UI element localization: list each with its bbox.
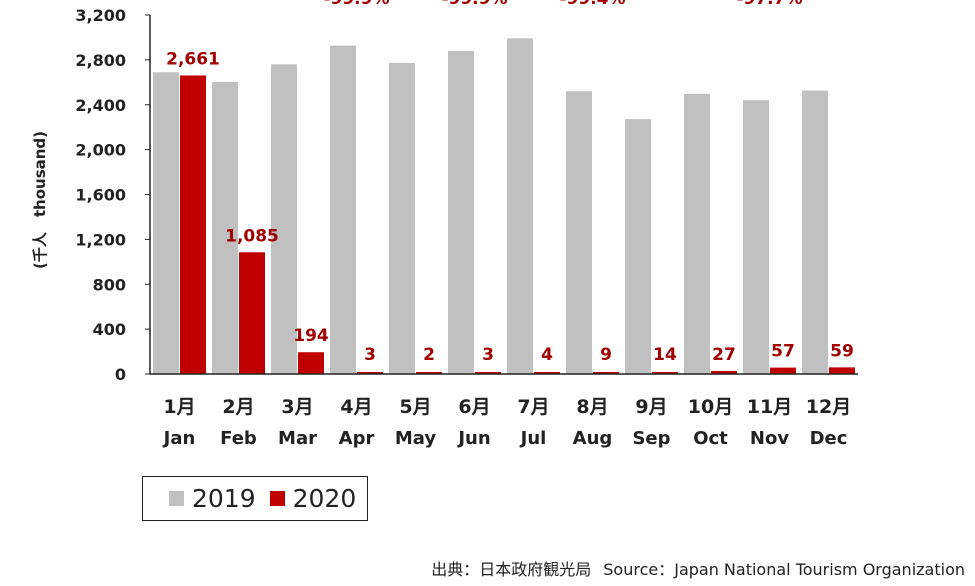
bar-2019-sep [625,119,651,374]
y-tick-label: 2,400 [75,96,126,115]
data-label-2020-dec: 59 [830,341,854,361]
bar-2019-may [389,62,415,375]
y-tick-label: 3,200 [75,6,126,25]
x-label-jp-nov: 11月 [747,396,792,418]
source-en: Source：Japan National Tourism Organizati… [603,560,965,579]
x-label-jp-feb: 2月 [222,396,254,418]
x-label-en-feb: Feb [220,428,257,449]
bar-2020-aug [593,372,619,374]
bar-2019-jun [448,50,474,375]
data-label-2020-aug: 9 [600,345,612,365]
bar-2019-jan [153,72,179,374]
bar-2020-mar [298,352,324,374]
x-label-en-dec: Dec [810,428,848,449]
bar-2020-jan [180,75,206,375]
x-label-jp-apr: 4月 [340,396,372,418]
y-axis-title: (千人 thousand) [31,131,49,269]
y-tick-label: 800 [93,275,126,294]
x-label-jp-mar: 3月 [281,396,313,418]
x-label-jp-aug: 8月 [576,396,608,418]
source-jp: 出典：日本政府観光局 [431,560,592,579]
data-label-2020-jun: 3 [482,345,494,365]
bar-2019-dec [802,90,828,374]
data-label-2020-nov: 57 [771,342,795,362]
bar-2020-oct [711,370,737,374]
source-note: 出典：日本政府観光局 Source：Japan National Tourism … [431,556,965,580]
y-tick-label: 2,000 [75,141,126,160]
legend-swatch-2020 [269,491,285,506]
bar-2020-apr [357,372,383,374]
bar-2019-aug [566,91,592,374]
x-label-jp-jun: 6月 [458,396,490,418]
x-label-jp-may: 5月 [399,396,431,418]
data-label-2020-sep: 14 [653,345,677,365]
y-axis-title-text: (千人 thousand) [31,131,49,269]
y-tick-label: 1,600 [75,186,126,205]
data-label-2020-feb: 1,085 [225,226,279,246]
x-label-en-aug: Aug [573,428,613,449]
x-label-en-sep: Sep [632,428,670,449]
bar-2019-oct [684,93,710,375]
data-label-2020-jul: 4 [541,345,553,365]
y-tick-label: 0 [115,365,126,384]
x-label-en-jul: Jul [519,428,547,449]
data-labels: 2,661 1,085 194 3 2 3 4 9 14 27 57 59 [166,49,854,365]
legend-label-2019: 2019 [192,484,256,513]
y-tick-label: 2,800 [75,51,126,70]
bar-2020-nov [770,367,796,374]
x-label-jp-jul: 7月 [517,396,549,418]
x-label-en-apr: Apr [339,428,375,449]
x-label-en-oct: Oct [693,428,728,449]
bar-2020-jun [475,372,501,374]
bar-2019-nov [743,100,769,374]
x-label-jp-jan: 1月 [163,396,195,418]
data-label-2020-apr: 3 [364,345,376,365]
axes [149,15,858,375]
x-label-en-nov: Nov [750,428,789,449]
bars [153,38,855,375]
bar-2019-mar [271,64,297,375]
legend-swatch-2019 [169,491,184,506]
data-label-2020-oct: 27 [712,345,736,365]
change-label-jun: -99.9% [441,0,507,9]
data-label-2020-may: 2 [423,345,435,365]
x-label-en-mar: Mar [278,428,317,449]
bar-2020-jul [534,372,560,374]
legend: 2019 2020 [142,476,368,521]
change-label-apr: -99.9% [323,0,389,9]
y-tick-label: 1,200 [75,230,126,249]
change-labels: -99.9% -99.9% -99.4% -97.7% [323,0,802,9]
bar-2019-feb [212,81,238,375]
data-label-2020-mar: 194 [293,326,329,346]
x-label-jp-oct: 10月 [688,396,733,418]
bar-2020-sep [652,372,678,374]
legend-item-2020: 2020 [269,484,357,513]
bar-2019-apr [330,45,356,374]
legend-label-2020: 2020 [292,484,357,513]
x-label-en-jan: Jan [162,428,196,449]
data-label-2020-jan: 2,661 [166,49,220,69]
x-label-jp-dec: 12月 [806,396,851,418]
bar-2020-dec [829,367,855,374]
change-label-aug: -99.4% [559,0,625,9]
bar-2019-jul [507,38,533,375]
legend-item-2019: 2019 [169,484,256,513]
bar-2020-feb [239,252,265,374]
x-label-jp-sep: 9月 [635,396,667,418]
bar-2020-may [416,372,442,374]
x-axis-labels: 1月 Jan 2月 Feb 3月 Mar 4月 Apr 5月 May 6月 Jun 7月 Jul 8月 Aug… [162,396,852,449]
y-tick-label: 400 [93,320,126,339]
x-label-en-jun: Jun [456,428,490,449]
change-label-nov: -97.7% [736,0,802,9]
y-axis-ticks: 0 400 800 1,200 1,600 2,000 2,400 2,800 3,200 [75,6,150,384]
x-label-en-may: May [395,428,437,449]
